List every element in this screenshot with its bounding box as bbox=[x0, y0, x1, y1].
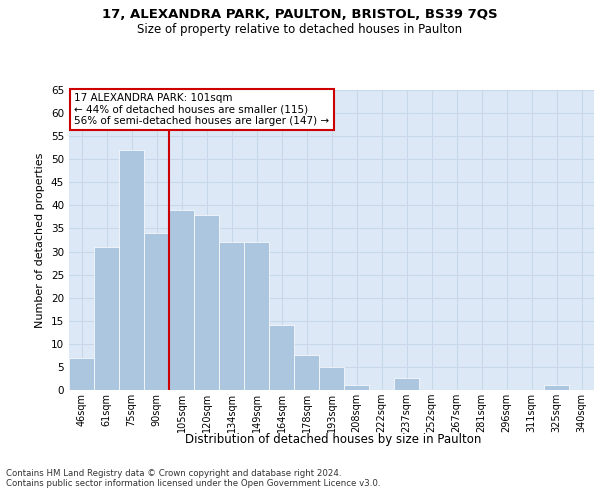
Bar bbox=[394, 378, 419, 390]
Bar bbox=[294, 356, 319, 390]
Bar bbox=[194, 214, 219, 390]
Text: 17 ALEXANDRA PARK: 101sqm
← 44% of detached houses are smaller (115)
56% of semi: 17 ALEXANDRA PARK: 101sqm ← 44% of detac… bbox=[74, 93, 329, 126]
Text: 17, ALEXANDRA PARK, PAULTON, BRISTOL, BS39 7QS: 17, ALEXANDRA PARK, PAULTON, BRISTOL, BS… bbox=[102, 8, 498, 20]
Bar bbox=[219, 242, 244, 390]
Bar bbox=[344, 386, 369, 390]
Bar bbox=[244, 242, 269, 390]
Bar bbox=[544, 386, 569, 390]
Text: Contains HM Land Registry data © Crown copyright and database right 2024.: Contains HM Land Registry data © Crown c… bbox=[6, 468, 341, 477]
Y-axis label: Number of detached properties: Number of detached properties bbox=[35, 152, 46, 328]
Bar bbox=[269, 326, 294, 390]
Bar bbox=[94, 247, 119, 390]
Text: Size of property relative to detached houses in Paulton: Size of property relative to detached ho… bbox=[137, 22, 463, 36]
Bar bbox=[144, 233, 169, 390]
Bar bbox=[169, 210, 194, 390]
Bar bbox=[319, 367, 344, 390]
Text: Distribution of detached houses by size in Paulton: Distribution of detached houses by size … bbox=[185, 432, 481, 446]
Text: Contains public sector information licensed under the Open Government Licence v3: Contains public sector information licen… bbox=[6, 478, 380, 488]
Bar bbox=[69, 358, 94, 390]
Bar bbox=[119, 150, 144, 390]
